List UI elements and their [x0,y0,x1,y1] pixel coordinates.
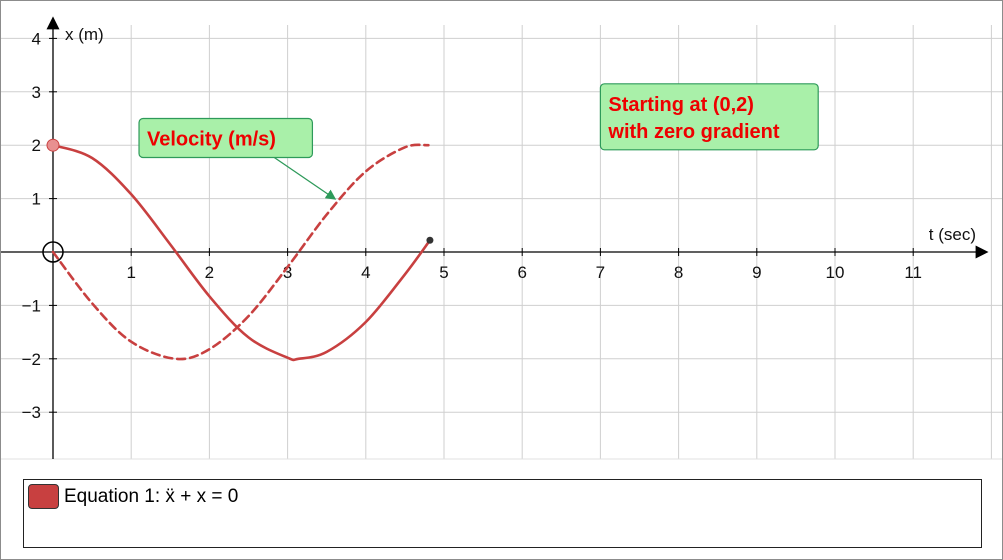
x-tick-label: 6 [517,263,526,282]
x-tick-label: 9 [752,263,761,282]
annotation-arrow [273,156,337,200]
origin-marker [42,241,64,263]
y-tick-label: 4 [32,29,41,48]
annotation-box [599,83,819,151]
x-tick-label: 10 [826,263,845,282]
annotation-text: with zero gradient [607,121,779,143]
start-annotation: Starting at (0,2) with zero gradient [599,83,819,151]
x-tick-label: 4 [361,263,370,282]
x-tick-label: 3 [283,263,292,282]
axes [1,16,989,459]
end-point [426,236,434,244]
tick-labels: 1 2 3 4 5 6 7 8 9 10 11 4 3 2 1 −1 −2 −3 [22,29,922,422]
annotations: Velocity (m/s) Starting at (0,2) with zero… [138,83,819,200]
annotation-text: Velocity (m/s) [147,129,276,151]
series-layer [51,143,432,362]
annotation-box [138,117,314,159]
y-axis-title: x (m) [65,25,104,44]
y-tick-label: 3 [32,83,41,102]
velocity-curve [51,143,430,361]
points-layer [42,138,434,263]
position-curve [51,143,432,362]
grid [1,25,1002,460]
velocity-annotation: Velocity (m/s) [138,117,337,200]
x-tick-label: 11 [904,263,922,282]
plot-area: 1 2 3 4 5 6 7 8 9 10 11 4 3 2 1 −1 −2 −3 Velocity (m/s) St… [1,16,1002,460]
y-tick-label: −3 [22,403,41,422]
x-tick-label: 8 [674,263,683,282]
x-tick-label: 2 [205,263,214,282]
equation-panel: Equation 1: ẍ + x = 0 [23,479,982,548]
x-tick-label: 1 [126,263,135,282]
y-tick-label: −1 [22,296,41,315]
x-axis-title: t (sec) [929,225,976,244]
equation-label: Equation 1: ẍ + x = 0 [64,486,239,507]
y-tick-label: 1 [32,190,41,209]
y-tick-label: −2 [22,350,41,369]
x-tick-label: 7 [596,263,605,282]
x-tick-label: 5 [439,263,448,282]
start-point [46,138,60,152]
annotation-text: Starting at (0,2) [608,94,754,116]
y-tick-label: 2 [32,136,41,155]
equation-color-swatch[interactable] [28,484,59,509]
